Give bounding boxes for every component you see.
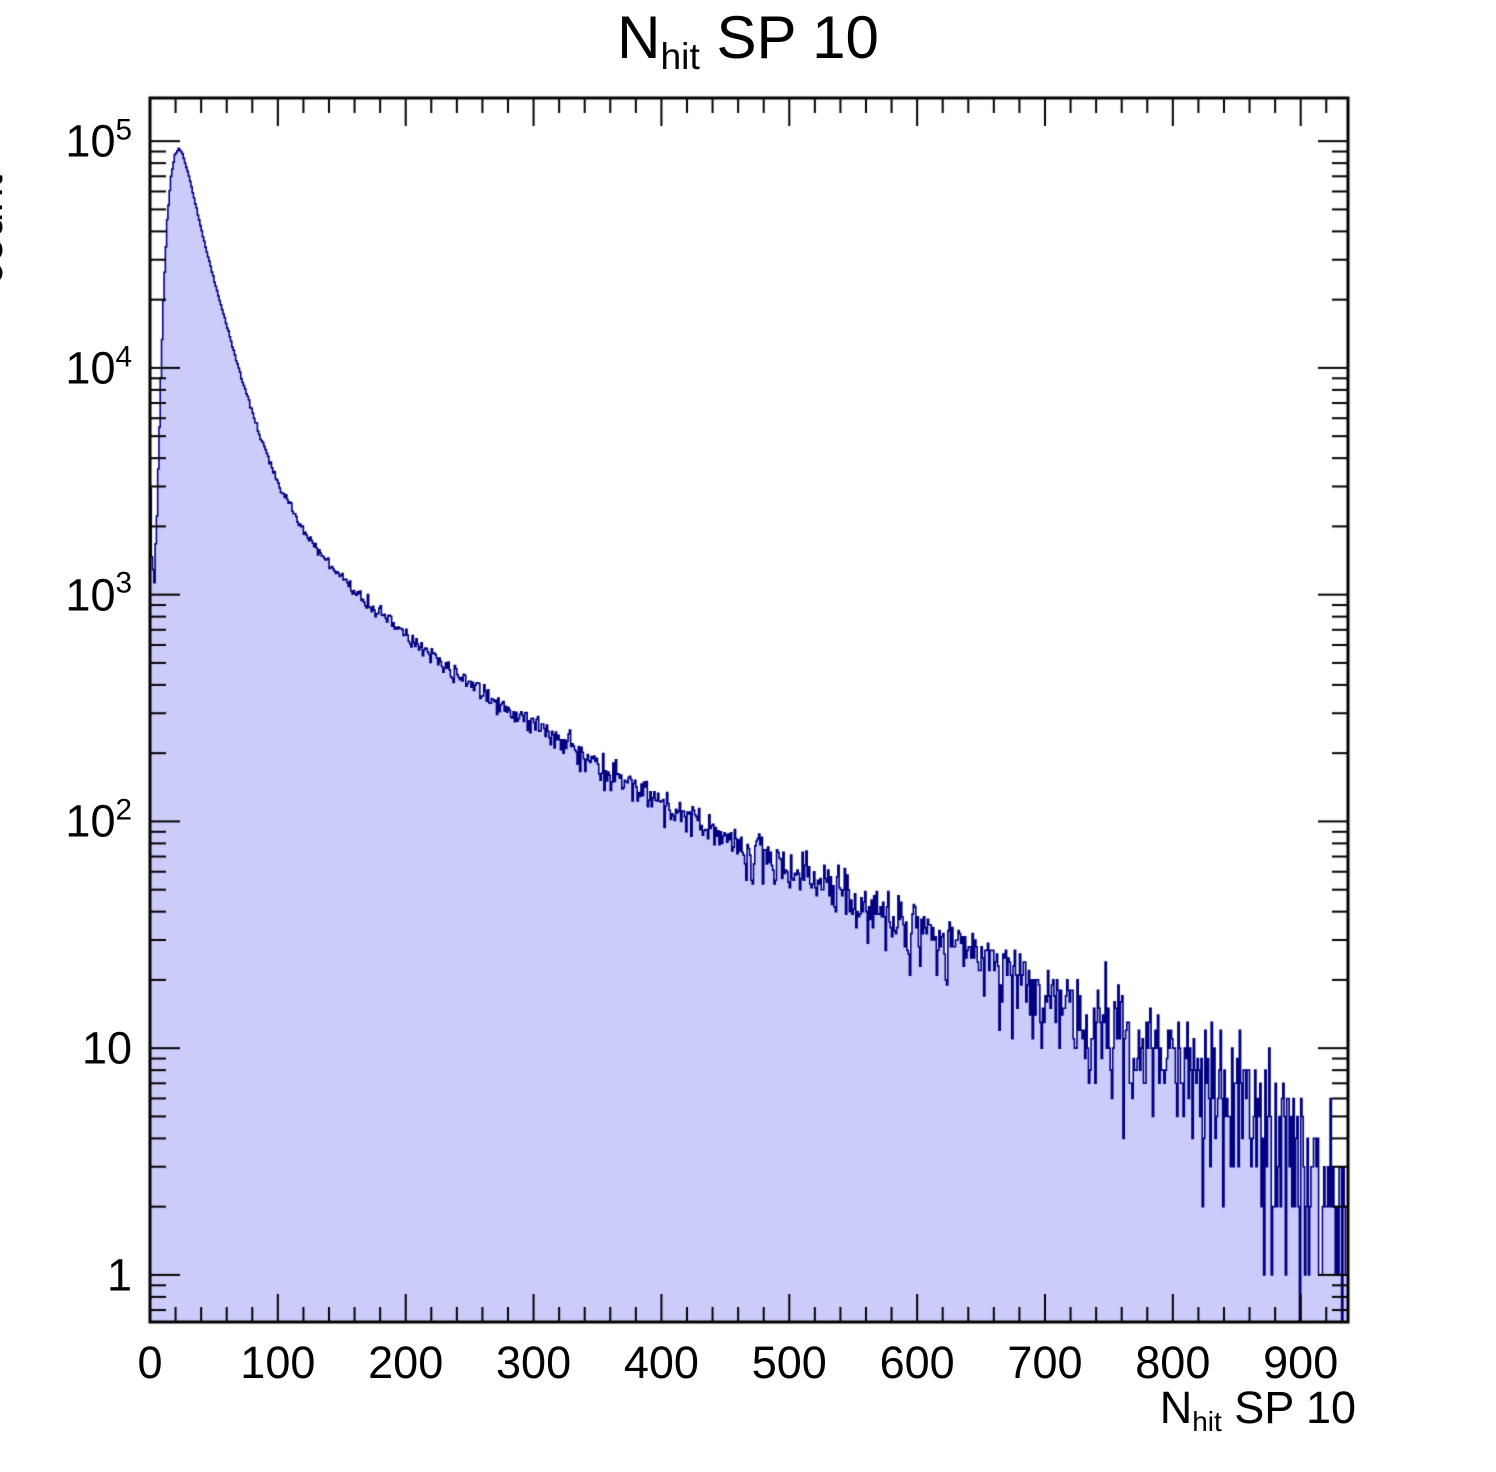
x-axis-title-main: N: [1159, 1382, 1193, 1433]
x-axis-tick-label: 800: [1135, 1337, 1211, 1388]
x-axis-tick-label: 900: [1263, 1337, 1339, 1388]
y-axis-tick-label: 102: [65, 793, 132, 847]
x-axis-tick-label: 700: [1007, 1337, 1083, 1388]
x-axis-tick-label: 0: [137, 1337, 163, 1388]
x-axis-tick-label: 200: [368, 1337, 444, 1388]
x-axis-tick-label: 300: [496, 1337, 572, 1388]
y-axis-tick-label: 103: [65, 566, 132, 621]
page-title-main: N: [617, 4, 661, 71]
y-axis-tick-label: 105: [65, 113, 132, 167]
x-axis-tick-label: 500: [751, 1337, 827, 1388]
x-axis-tick-label: 400: [623, 1337, 699, 1388]
page-title-rest: SP 10: [699, 4, 879, 71]
x-axis-title-subscript: hit: [1192, 1406, 1222, 1438]
x-axis-tick-label: 100: [240, 1337, 316, 1388]
x-axis-title-rest: SP 10: [1221, 1382, 1356, 1433]
x-axis-title: Nhit SP 10: [0, 1382, 1356, 1436]
y-axis-tick-label: 10: [81, 1022, 132, 1074]
page-title-subscript: hit: [660, 35, 700, 78]
x-axis-tick-label: 600: [879, 1337, 955, 1388]
y-axis-tick-label: 104: [65, 340, 132, 394]
y-axis-tick-label: 1: [106, 1249, 132, 1301]
page-title: Nhit SP 10: [0, 8, 1496, 75]
